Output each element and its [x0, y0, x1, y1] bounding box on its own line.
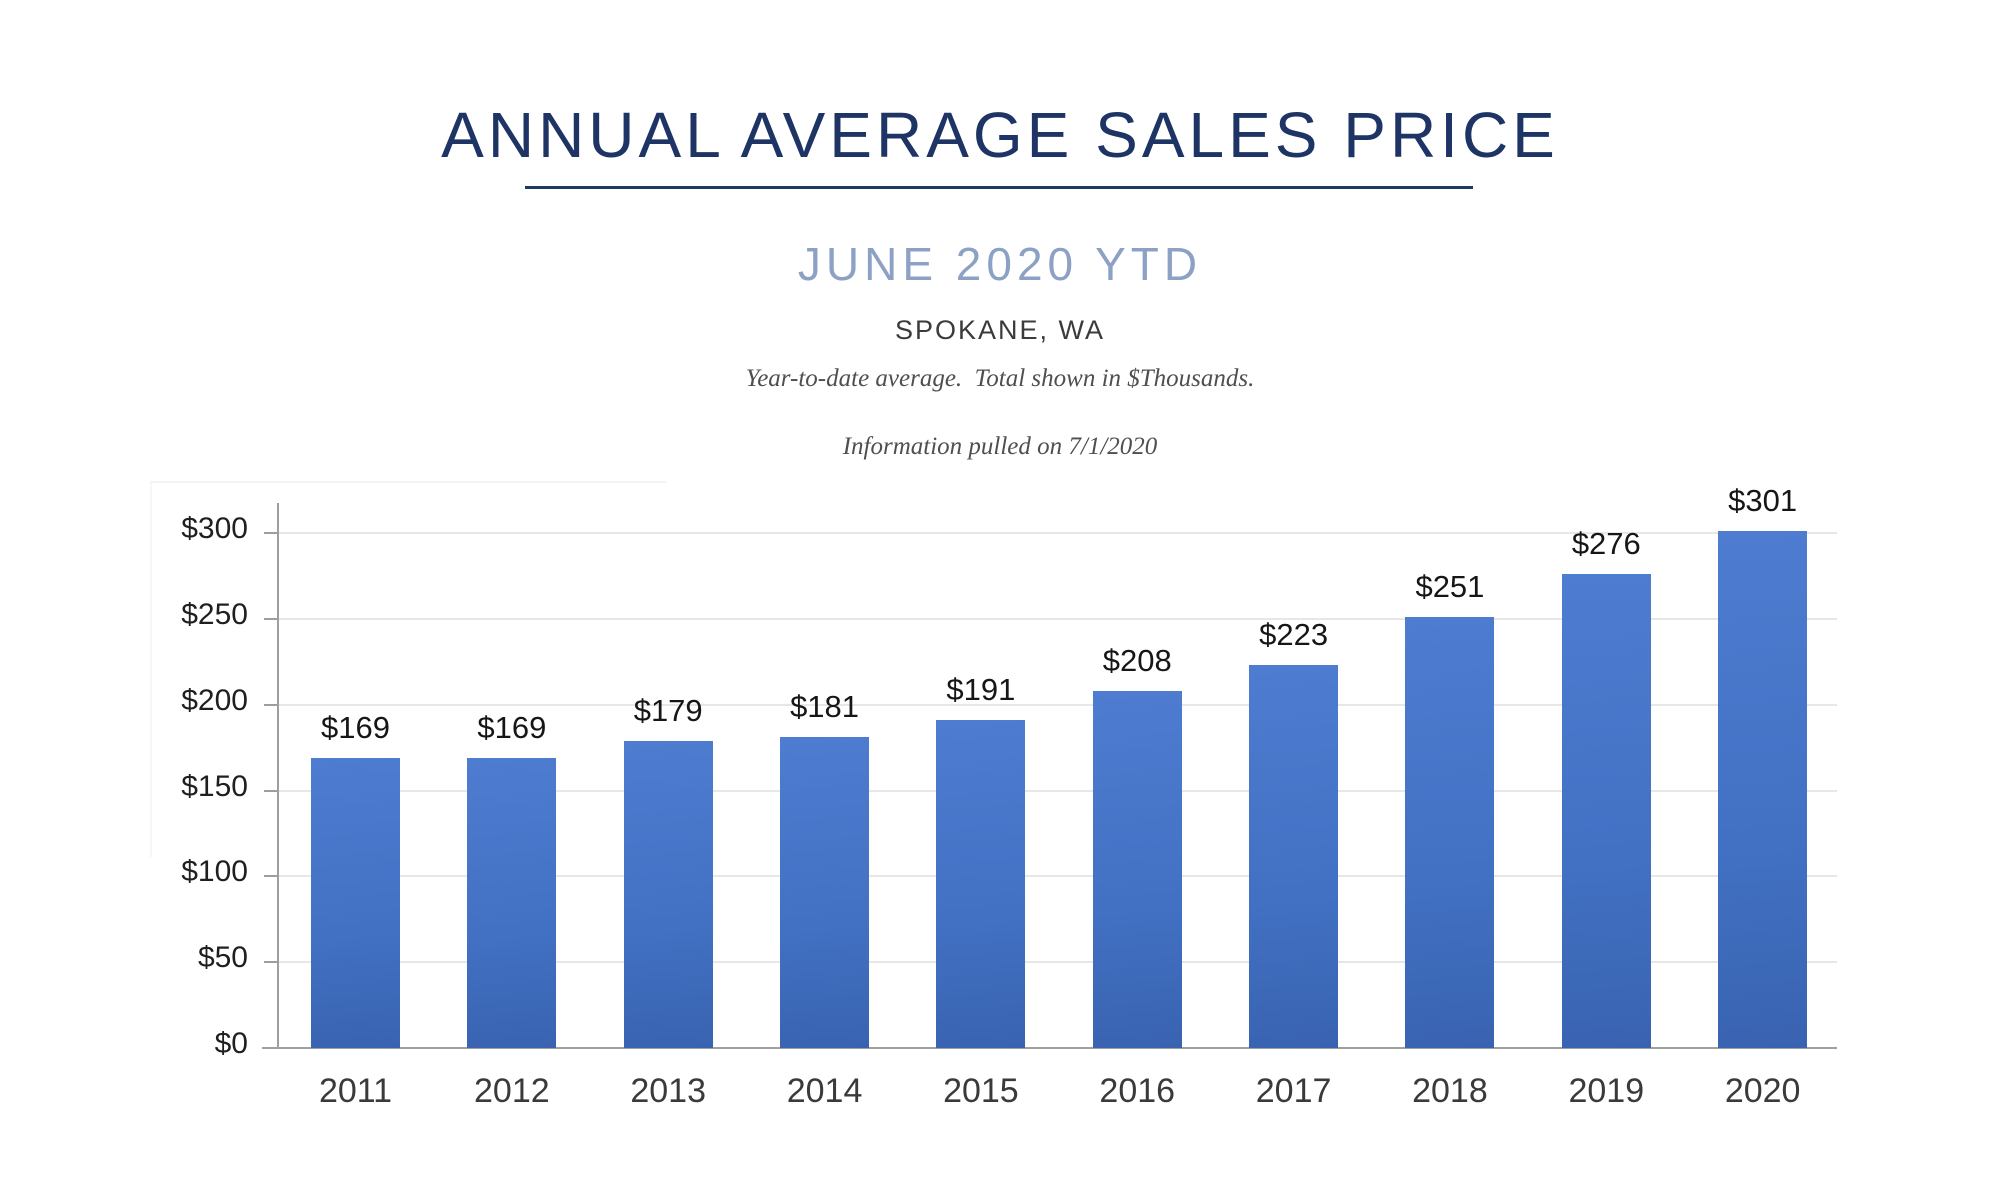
gridline-$300: [278, 532, 1837, 534]
bar-value-label-2017: $223: [1259, 617, 1329, 653]
x-axis-label-2019: 2019: [1568, 1072, 1645, 1110]
gridline-$200: [278, 703, 1837, 706]
y-axis-label-$150: $150: [181, 769, 248, 803]
footnote-line-1: Year-to-date average. Total shown in $Th…: [745, 365, 1255, 392]
bar-value-label-2020: $301: [1728, 483, 1798, 519]
x-axis-label-2017: 2017: [1255, 1072, 1332, 1110]
location-label: SPOKANE, WA: [894, 315, 1106, 345]
bar-value-label-2018: $251: [1415, 569, 1485, 605]
y-axis-tick-$300: [264, 532, 278, 534]
x-axis-label-2014: 2014: [786, 1072, 863, 1110]
bar-value-label-2019: $276: [1571, 526, 1641, 562]
y-axis-tick-$50: [264, 961, 278, 964]
y-axis-tick-$150: [264, 789, 278, 792]
page-title: ANNUAL AVERAGE SALES PRICE: [441, 99, 1559, 171]
x-axis-label-2016: 2016: [1099, 1072, 1176, 1110]
y-axis-line: [277, 503, 279, 1048]
footnote-line-2: Information pulled on 7/1/2020: [842, 433, 1158, 460]
y-axis-label-$250: $250: [181, 597, 248, 631]
x-axis-line: [262, 1047, 1837, 1049]
bar-value-label-2013: $179: [633, 692, 703, 728]
y-axis-label-$50: $50: [197, 941, 248, 975]
gridline-$50: [278, 961, 1837, 964]
x-axis-label-2020: 2020: [1724, 1072, 1801, 1110]
title-divider-line: [525, 186, 1473, 189]
bar-value-label-2011: $169: [321, 709, 390, 745]
x-axis-label-2012: 2012: [474, 1072, 550, 1110]
bar-2015: [936, 720, 1026, 1048]
y-axis-tick-$100: [264, 875, 278, 878]
bar-2018: [1405, 617, 1495, 1048]
gridline-$250: [278, 617, 1837, 620]
subtitle: JUNE 2020 YTD: [797, 238, 1203, 290]
bar-2020: [1718, 531, 1808, 1048]
y-axis-label-$200: $200: [181, 683, 248, 717]
bar-2012: [467, 757, 557, 1048]
x-axis-label-2013: 2013: [630, 1072, 706, 1110]
y-axis-label-$300: $300: [181, 512, 248, 545]
gridline-$100: [278, 875, 1837, 878]
y-axis-tick-$250: [264, 617, 278, 620]
bar-2013: [623, 740, 713, 1048]
x-axis-label-2015: 2015: [943, 1072, 1019, 1110]
bar-value-label-2016: $208: [1102, 642, 1172, 678]
footnote: Year-to-date average. Total shown in $Th…: [0, 362, 2000, 464]
x-axis-label-2018: 2018: [1412, 1072, 1488, 1110]
bar-2016: [1092, 690, 1182, 1048]
y-axis-label-$0: $0: [214, 1027, 248, 1060]
bar-value-label-2015: $191: [946, 672, 1016, 708]
bar-2014: [780, 737, 870, 1048]
y-axis-tick-$200: [264, 703, 278, 706]
bar-value-label-2012: $169: [477, 709, 547, 745]
y-axis-label-$100: $100: [181, 855, 248, 889]
gridline-$150: [278, 789, 1837, 792]
x-axis-label-2011: 2011: [318, 1072, 393, 1110]
bar-2019: [1561, 574, 1651, 1048]
bar-2017: [1249, 665, 1339, 1048]
bar-value-label-2014: $181: [790, 689, 860, 725]
bar-2011: [311, 757, 400, 1048]
